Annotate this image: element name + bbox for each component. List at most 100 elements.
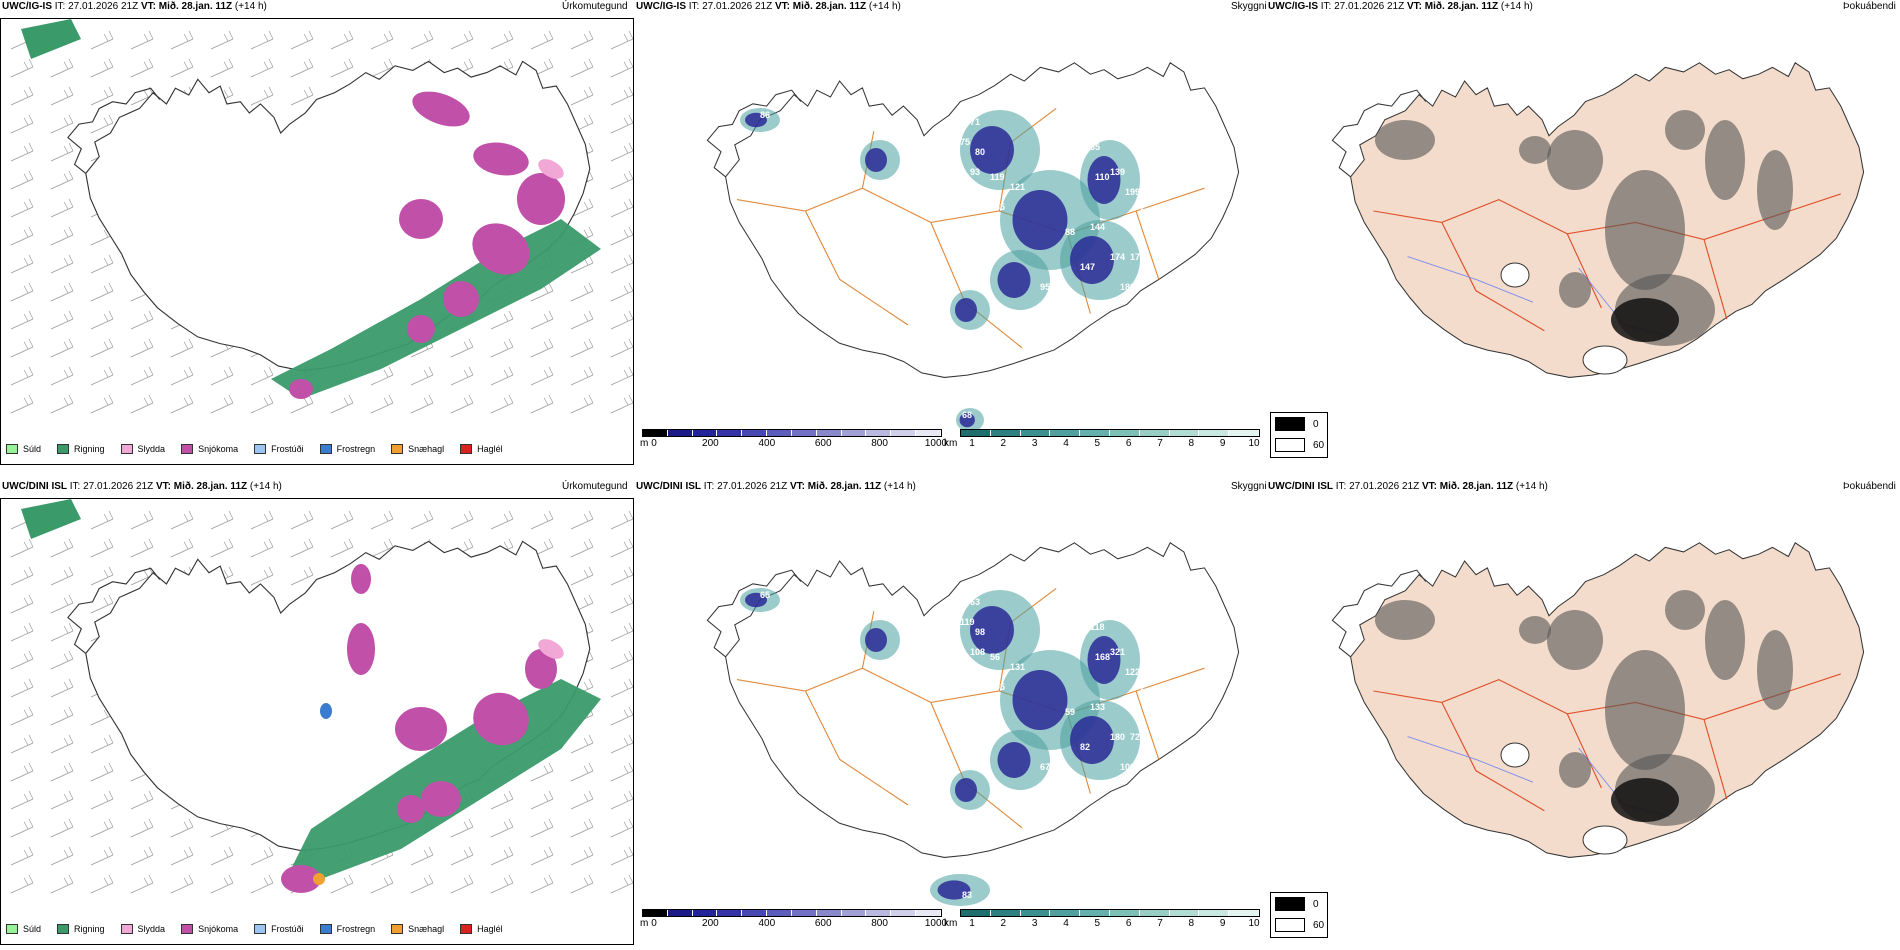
wind-barb bbox=[90, 254, 114, 274]
wind-barb bbox=[10, 538, 34, 558]
ceiling-value-label: 122 bbox=[1125, 667, 1140, 677]
wind-barb bbox=[570, 566, 594, 586]
wind-barb bbox=[610, 566, 633, 586]
wind-barb bbox=[10, 622, 34, 642]
glacier bbox=[1500, 742, 1530, 768]
wind-barb bbox=[210, 394, 234, 414]
legend-label: Snjókoma bbox=[198, 444, 239, 454]
legend-swatch bbox=[6, 924, 18, 934]
wind-barb bbox=[10, 678, 34, 698]
ceiling-value-label: 56 bbox=[990, 652, 1000, 662]
wind-barb bbox=[170, 338, 194, 358]
scale-tick: 8 bbox=[1188, 438, 1195, 449]
glacier bbox=[1500, 262, 1530, 288]
wind-barb bbox=[250, 30, 274, 50]
fog-area bbox=[1605, 650, 1685, 770]
legend-item: Slydda bbox=[120, 924, 165, 934]
scale-tick: 400 bbox=[758, 438, 776, 449]
wind-barb bbox=[50, 310, 74, 330]
ceiling-value-label: 82 bbox=[1080, 742, 1090, 752]
fog-area bbox=[1519, 616, 1551, 644]
it-label: IT: bbox=[69, 481, 81, 492]
wind-barb bbox=[210, 538, 234, 558]
scale-tick: 200 bbox=[702, 918, 719, 929]
wind-barb bbox=[50, 818, 74, 838]
wind-barb bbox=[10, 226, 34, 246]
wind-barb bbox=[50, 170, 74, 190]
wind-barb bbox=[250, 874, 274, 894]
wind-barb bbox=[570, 282, 594, 302]
legend-label: Súld bbox=[23, 924, 42, 934]
ceiling-value-label: 144 bbox=[1090, 222, 1105, 232]
ceiling-value-label: 71 bbox=[970, 117, 980, 127]
wind-barb bbox=[10, 254, 34, 274]
legend-label: Rigning bbox=[74, 444, 105, 454]
wind-barb bbox=[610, 142, 633, 162]
ceiling-value-label: 53 bbox=[1050, 792, 1060, 802]
wind-barb bbox=[570, 734, 594, 754]
wind-barb bbox=[370, 366, 394, 386]
legend-swatch bbox=[460, 444, 473, 454]
rain-area bbox=[21, 19, 81, 59]
precip-legend: Súld Rigning Slydda Snjókoma Frostúði Frostre… bbox=[6, 924, 519, 934]
scale-unit: m bbox=[640, 918, 649, 929]
ceiling-value-label: 18 bbox=[1150, 702, 1160, 712]
fog-title: Þokuábendi bbox=[1843, 481, 1896, 492]
wind-barb bbox=[170, 818, 194, 838]
scale-step bbox=[717, 910, 743, 916]
it-label: IT: bbox=[1320, 1, 1332, 12]
wind-barb bbox=[290, 30, 314, 50]
wind-barb bbox=[610, 594, 633, 614]
wind-barb bbox=[50, 566, 74, 586]
fog-legend: 0 60 bbox=[1270, 412, 1328, 458]
fog-legend-item: 0 bbox=[1275, 897, 1319, 911]
ceiling-value-label: 190 bbox=[1140, 272, 1155, 282]
wind-barb bbox=[610, 622, 633, 642]
fog-legend: 0 60 bbox=[1270, 892, 1328, 938]
vt-label: VT: bbox=[1406, 1, 1422, 12]
vt-value: Mið. 28.jan. 11Z bbox=[1424, 1, 1499, 12]
ceiling-value-label: 98 bbox=[975, 627, 985, 637]
ceiling-value-label: 65 bbox=[760, 590, 770, 600]
scale-step bbox=[1109, 430, 1140, 436]
freezing-rain-area bbox=[320, 703, 332, 719]
vt-value: Mið. 28.jan. 11Z bbox=[807, 481, 882, 492]
scale-step bbox=[667, 430, 693, 436]
wind-barb bbox=[130, 874, 154, 894]
wind-barb bbox=[290, 86, 314, 106]
snow-area bbox=[399, 199, 443, 239]
scale-tick: 10 bbox=[1248, 918, 1260, 929]
ceiling-value-label: 330 bbox=[1140, 172, 1155, 182]
ceiling-area bbox=[955, 298, 977, 322]
fog-legend-item: 60 bbox=[1275, 918, 1324, 932]
scale-step bbox=[1080, 430, 1110, 436]
wind-barb bbox=[50, 846, 74, 866]
wind-barb bbox=[10, 142, 34, 162]
scale-tick: 400 bbox=[758, 918, 776, 929]
legend-item: Haglél bbox=[460, 444, 503, 454]
ceiling-value-label: 119 bbox=[990, 172, 1005, 182]
fog-swatch bbox=[1275, 438, 1305, 452]
wind-barb bbox=[610, 366, 633, 386]
wind-barb bbox=[610, 678, 633, 698]
scale-step bbox=[961, 910, 991, 916]
wind-barb bbox=[50, 198, 74, 218]
scale-step bbox=[1080, 910, 1110, 916]
fog-area bbox=[1757, 630, 1793, 710]
ceiling-value-label: 116 bbox=[1140, 207, 1155, 217]
wind-barb bbox=[290, 566, 314, 586]
wind-barb bbox=[530, 366, 554, 386]
vt-label: VT: bbox=[1421, 481, 1437, 492]
wind-barb bbox=[50, 366, 74, 386]
ceiling-value-label: 116 bbox=[1110, 122, 1125, 132]
ceiling-area bbox=[997, 742, 1031, 778]
wind-barb bbox=[290, 58, 314, 78]
wind-barb bbox=[610, 198, 633, 218]
scale-tick: 1 bbox=[969, 438, 975, 449]
wind-barb bbox=[250, 394, 274, 414]
ceiling-value-label: 83 bbox=[1020, 322, 1030, 332]
wind-barb bbox=[330, 510, 354, 530]
wind-barb bbox=[170, 510, 194, 530]
scale-step bbox=[916, 910, 941, 916]
